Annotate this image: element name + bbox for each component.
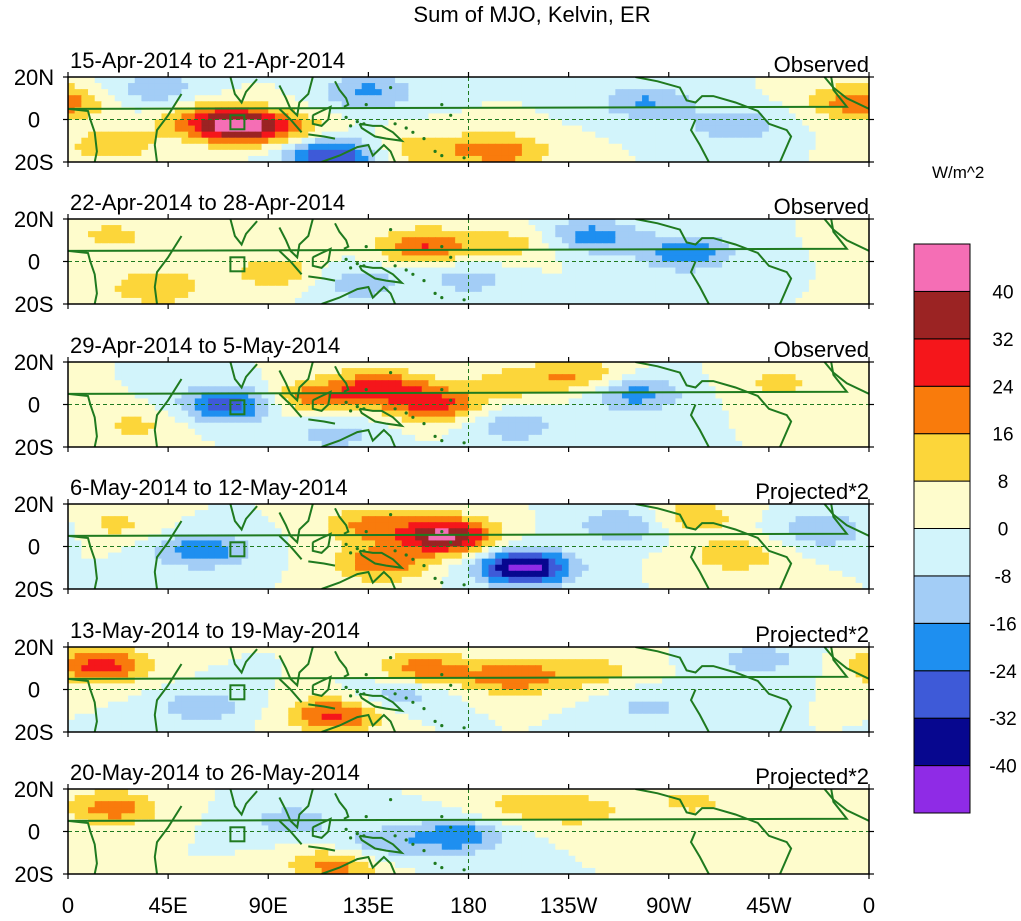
region-box-marker: [229, 541, 246, 558]
colorbar-swatch: [913, 528, 971, 577]
coastlines: [68, 647, 869, 732]
colorbar-swatch: [913, 670, 971, 719]
y-tick-label: 20N: [14, 350, 54, 375]
y-tick-label: 20N: [14, 635, 54, 660]
panel-date-range: 15-Apr-2014 to 21-Apr-2014: [70, 48, 345, 73]
colorbar-level-label: -32: [989, 709, 1016, 730]
coastlines: [68, 219, 869, 304]
y-tick-label: 20S: [14, 292, 53, 317]
region-box-marker: [229, 826, 246, 843]
panel-date-range: 13-May-2014 to 19-May-2014: [70, 618, 360, 643]
region-box-marker: [229, 684, 246, 701]
y-tick-label: 20N: [14, 777, 54, 802]
panel-field: [68, 362, 869, 447]
panel-label: Observed: [774, 194, 869, 219]
colorbar-level-label: -24: [989, 662, 1017, 683]
region-box-marker: [229, 114, 246, 131]
x-tick-label: 0: [863, 893, 875, 918]
y-tick-label: 20N: [14, 492, 54, 517]
colorbar-swatch: [913, 717, 971, 767]
y-tick-label: 0: [28, 535, 40, 560]
y-tick-label: 0: [28, 820, 40, 845]
x-tick-label: 45W: [746, 893, 791, 918]
x-tick-label: 135W: [540, 893, 598, 918]
y-tick-label: 0: [28, 678, 40, 703]
panel-date-range: 20-May-2014 to 26-May-2014: [70, 760, 360, 785]
colorbar-unit-label: W/m^2: [932, 163, 984, 182]
y-tick-label: 20S: [14, 150, 53, 175]
panel-group: 20N 0 20S 15-Apr-2014 to 21-Apr-2014 Observe…: [14, 48, 874, 887]
y-tick-label: 20S: [14, 577, 53, 602]
chart-title: Sum of MJO, Kelvin, ER: [413, 2, 650, 27]
panel-field: [68, 219, 869, 304]
panel-field: [68, 77, 869, 162]
x-tick-label: 45E: [149, 893, 188, 918]
colorbar-level-label: 32: [992, 330, 1013, 351]
coastlines: [68, 504, 869, 589]
y-tick-label: 20S: [14, 435, 53, 460]
panel-date-range: 6-May-2014 to 12-May-2014: [70, 475, 348, 500]
colorbar-swatch: [913, 433, 971, 482]
colorbar-swatch: [913, 385, 971, 435]
panel-label: Observed: [774, 337, 869, 362]
panel-1: 20N 0 20S 15-Apr-2014 to 21-Apr-2014 Observe…: [14, 48, 874, 175]
colorbar-swatch: [913, 575, 971, 624]
x-tick-label: 180: [450, 893, 487, 918]
colorbar-level-label: -16: [989, 614, 1016, 635]
panel-label: Projected*2: [755, 622, 869, 647]
panel-3: 20N 0 20S 29-Apr-2014 to 5-May-2014 Observed: [14, 333, 874, 460]
panel-2: 20N 0 20S 22-Apr-2014 to 28-Apr-2014 Observe…: [14, 190, 874, 317]
colorbar-level-label: 16: [992, 425, 1013, 446]
colorbar-level-label: 40: [992, 282, 1013, 303]
coastlines: [68, 362, 869, 447]
y-tick-label: 0: [28, 393, 40, 418]
panel-date-range: 22-Apr-2014 to 28-Apr-2014: [70, 190, 345, 215]
coastlines: [68, 77, 869, 162]
y-tick-label: 0: [28, 108, 40, 133]
colorbar-swatch: [913, 480, 971, 529]
x-tick-label: 90W: [646, 893, 691, 918]
panel-field: [68, 504, 869, 589]
panel-5: 20N 0 20S 13-May-2014 to 19-May-2014 Project…: [14, 618, 874, 745]
x-axis: 0 45E 90E 135E 180 135W 90W 45W 0: [62, 893, 875, 918]
panel-label: Projected*2: [755, 764, 869, 789]
region-box-marker: [229, 399, 246, 416]
x-tick-label: 0: [62, 893, 74, 918]
panel-field: [68, 789, 869, 874]
colorbar-level-label: -40: [989, 757, 1016, 778]
y-tick-label: 0: [28, 250, 40, 275]
colorbar: W/m^2 -40 -32 -24 -16 -8 0 8 16 24 32 40: [913, 163, 1017, 814]
y-tick-label: 20N: [14, 65, 54, 90]
panel-label: Observed: [774, 52, 869, 77]
colorbar-swatch: [913, 622, 971, 672]
colorbar-swatch: [913, 243, 971, 292]
y-tick-label: 20S: [14, 862, 53, 887]
x-tick-label: 90E: [249, 893, 288, 918]
panel-4: 20N 0 20S 6-May-2014 to 12-May-2014 Projecte…: [14, 475, 874, 602]
colorbar-swatch: [913, 290, 971, 340]
x-tick-label: 135E: [343, 893, 394, 918]
panel-6: 20N 0 20S 20-May-2014 to 26-May-2014 Project…: [14, 760, 874, 887]
colorbar-level-label: 0: [998, 520, 1009, 541]
colorbar-level-label: 8: [998, 472, 1009, 493]
panel-date-range: 29-Apr-2014 to 5-May-2014: [70, 333, 340, 358]
colorbar-level-label: -8: [995, 567, 1012, 588]
y-tick-label: 20N: [14, 207, 54, 232]
y-tick-label: 20S: [14, 720, 53, 745]
colorbar-level-label: 24: [992, 377, 1014, 398]
panel-field: [68, 647, 869, 732]
panel-label: Projected*2: [755, 479, 869, 504]
colorbar-swatch: [913, 338, 971, 387]
region-box-marker: [229, 256, 246, 273]
colorbar-swatch: [913, 765, 971, 814]
